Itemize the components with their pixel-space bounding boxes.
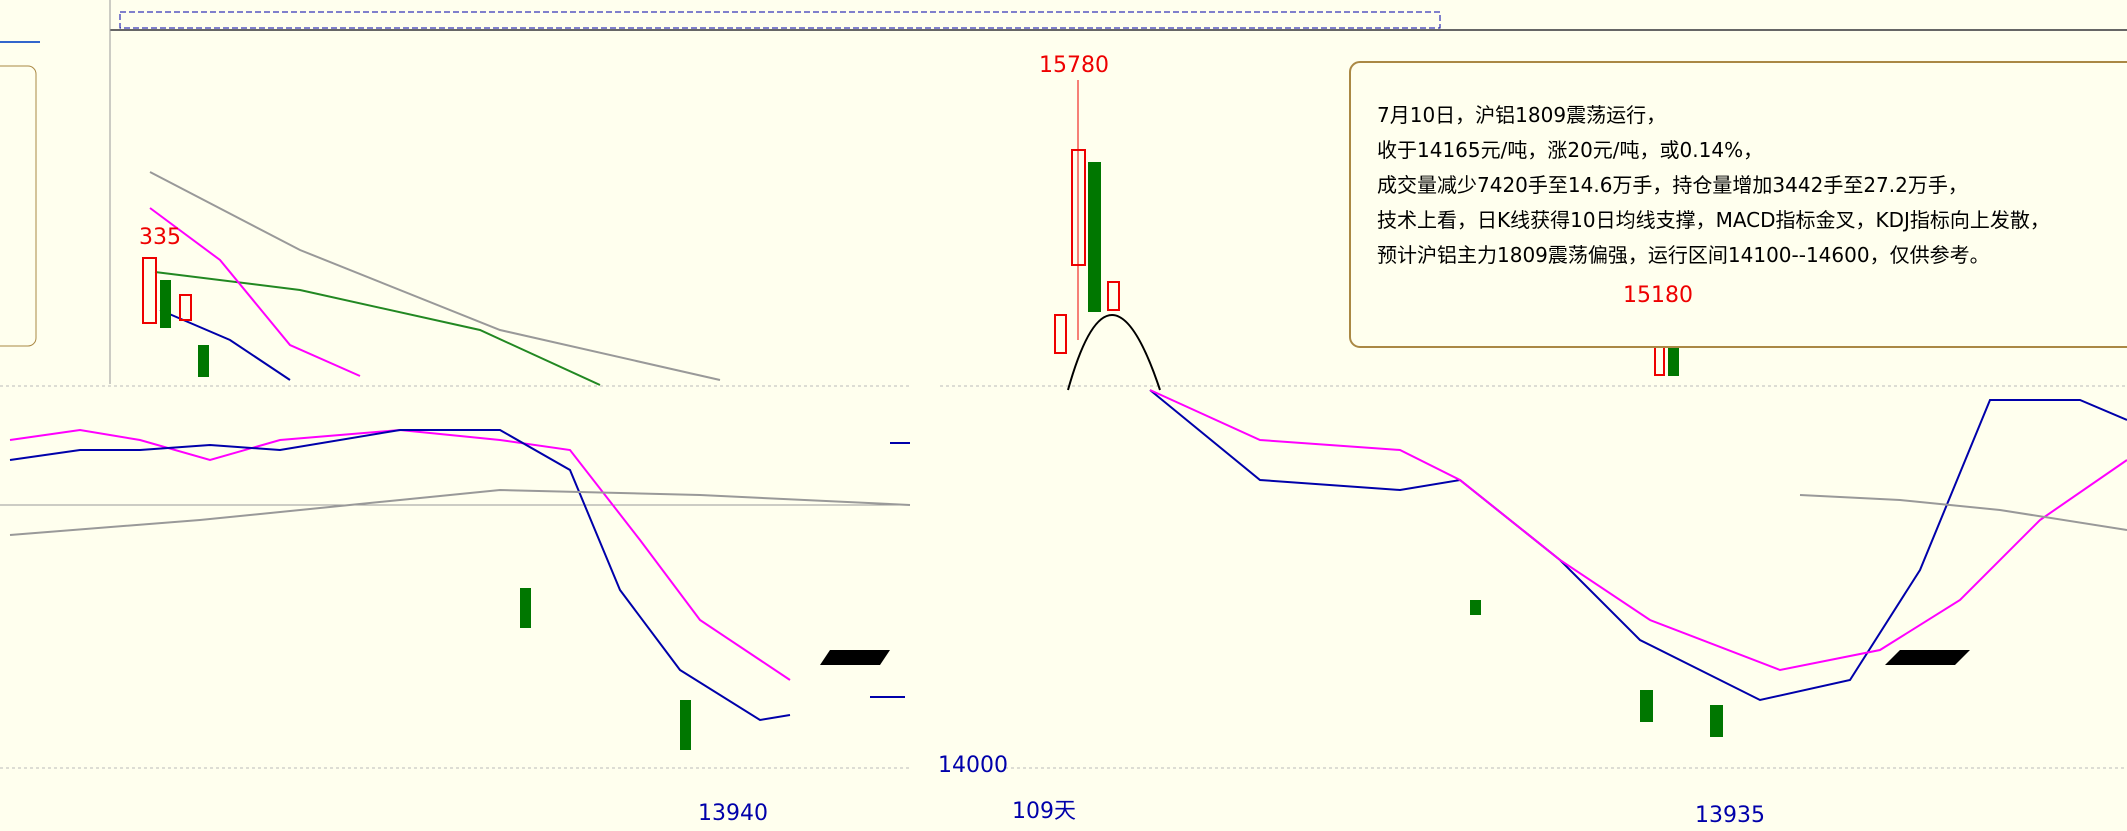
candle xyxy=(179,294,192,321)
price-label: 15780 xyxy=(1039,53,1109,78)
candle xyxy=(198,345,209,377)
hatched-band xyxy=(820,650,890,665)
annotation-box xyxy=(1349,61,2127,348)
annotation-line: 预计沪铝主力1809震荡偏强，运行区间14100--14600，仅供参考。 xyxy=(1377,243,1990,267)
low-label: 13935 xyxy=(1695,803,1765,828)
candle xyxy=(1710,705,1723,737)
candle xyxy=(160,280,171,328)
peak-curve xyxy=(1067,314,1161,391)
candle xyxy=(1071,149,1086,266)
annotation-line: 技术上看，日K线获得10日均线支撑，MACD指标金叉，KDJ指标向上发散， xyxy=(1377,208,2050,232)
ma-line xyxy=(9,429,791,722)
annotation-line: 7月10日，沪铝1809震荡运行， xyxy=(1377,103,1666,127)
annotation-line: 收于14165元/吨，涨20元/吨，或0.14%， xyxy=(1377,138,1763,162)
candle xyxy=(1107,281,1120,311)
candle xyxy=(1054,314,1067,354)
ma-line xyxy=(1149,389,2127,702)
candle xyxy=(1088,162,1101,312)
ma-line xyxy=(1149,389,2127,672)
candle xyxy=(680,700,691,750)
candle xyxy=(520,588,531,628)
annotation: 7月10日，沪铝1809震荡运行， 收于14165元/吨，涨20元/吨，或0.14… xyxy=(1377,103,2050,267)
candle xyxy=(1668,348,1679,376)
candle xyxy=(1640,690,1653,722)
price-label: 15180 xyxy=(1623,283,1693,308)
ma-line xyxy=(1799,494,2127,531)
hatched-band xyxy=(1885,650,1970,665)
left-panel-box xyxy=(0,65,37,347)
candle xyxy=(142,257,157,324)
ma-line xyxy=(154,271,601,386)
axis-label: 109天 xyxy=(1012,799,1076,824)
candle xyxy=(1470,600,1481,615)
annotation-line: 成交量减少7420手至14.6万手，持仓量增加3442手至27.2万手， xyxy=(1377,173,1968,197)
ma-line xyxy=(149,207,361,377)
axis-label: 14000 xyxy=(938,753,1008,778)
low-label: 13940 xyxy=(698,801,768,826)
ma-line xyxy=(9,488,911,536)
ma-line xyxy=(149,171,721,381)
price-label: 335 xyxy=(139,225,181,250)
legend-strip xyxy=(119,11,1441,29)
